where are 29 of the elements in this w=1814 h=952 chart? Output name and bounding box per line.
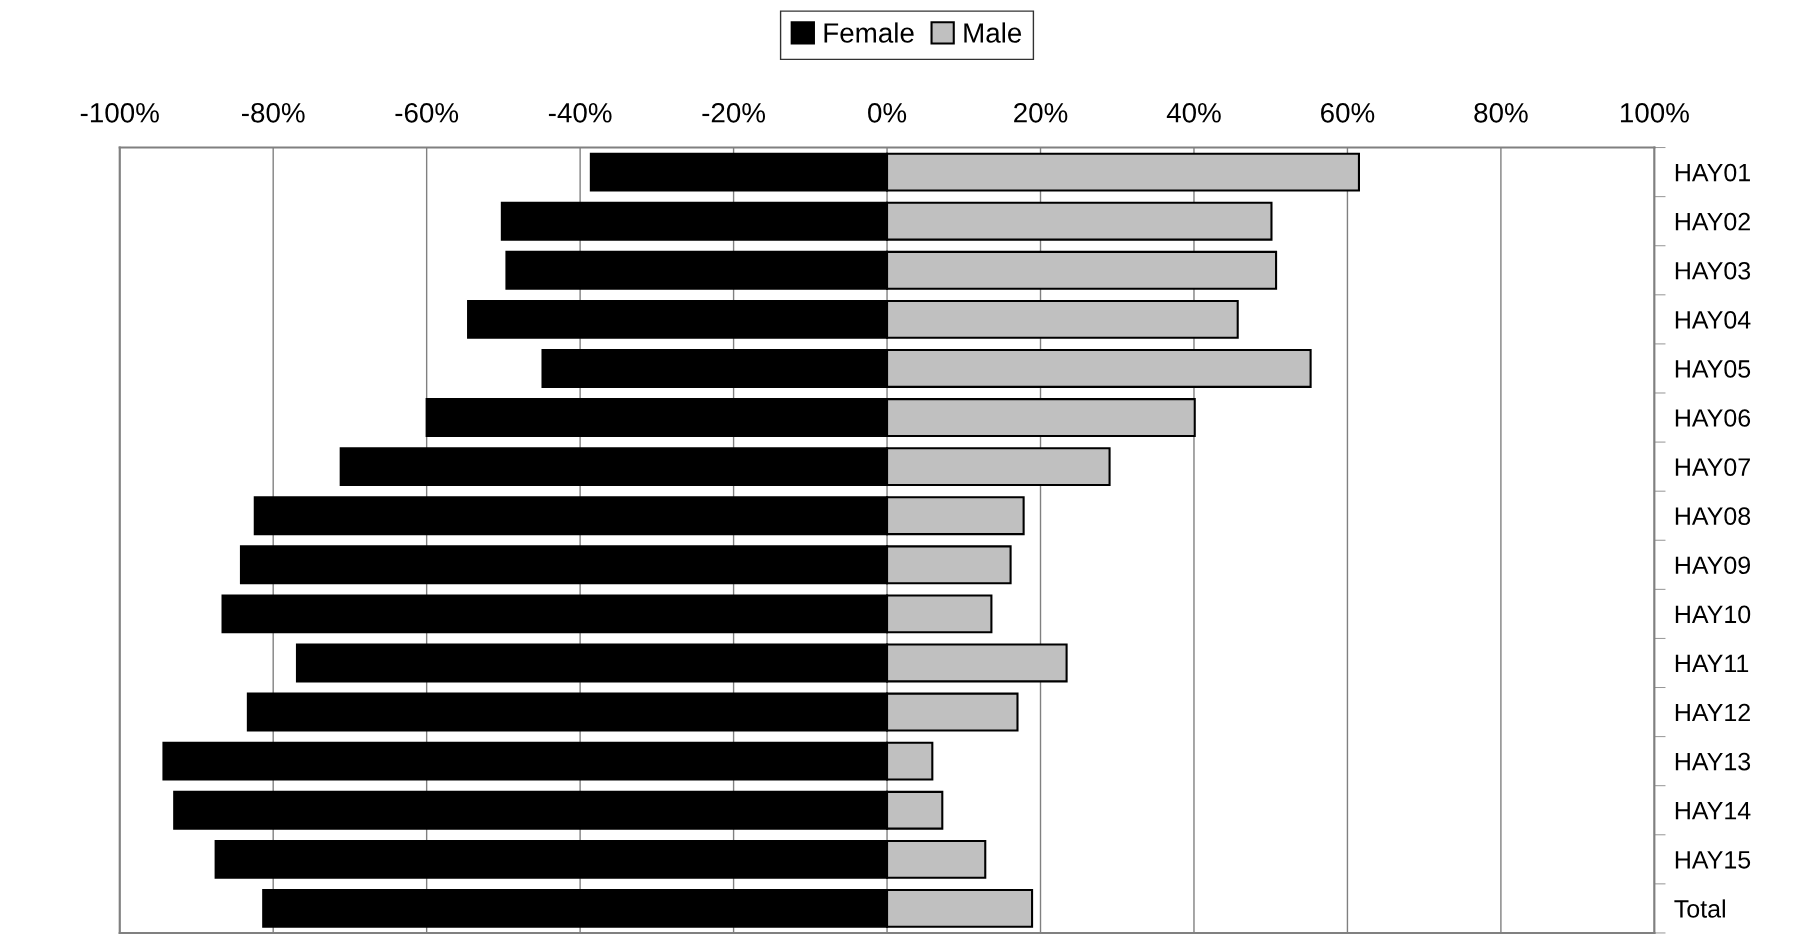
y-tick-label: HAY08	[1675, 507, 1751, 526]
y-tick-label: HAY09	[1675, 556, 1750, 575]
y-tick-label: HAY11	[1675, 654, 1749, 673]
y-tick-label: HAY15	[1675, 851, 1751, 869]
x-tick-label: -80%	[242, 102, 305, 123]
y-tick-label: HAY12	[1675, 703, 1750, 722]
x-tick-label: 40%	[1166, 102, 1221, 123]
y-tick-label: HAY13	[1675, 752, 1751, 771]
y-tick-label: HAY01	[1675, 163, 1750, 182]
y-tick-label: HAY14	[1675, 802, 1751, 820]
y-tick-label: HAY07	[1675, 458, 1750, 476]
x-tick-label: -100%	[80, 102, 159, 123]
y-tick-label: HAY05	[1675, 360, 1751, 378]
legend-label: Female	[824, 22, 914, 43]
x-tick-label: -20%	[702, 102, 766, 123]
legend-label: Male	[964, 22, 1022, 43]
y-tick-label: HAY02	[1675, 212, 1750, 231]
x-tick-label: 100%	[1620, 102, 1689, 123]
x-tick-label: 80%	[1474, 102, 1528, 123]
y-tick-label: HAY04	[1675, 310, 1751, 329]
y-tick-label: HAY03	[1675, 261, 1751, 280]
x-tick-label: 60%	[1321, 102, 1375, 123]
x-tick-label: 0%	[868, 102, 907, 123]
y-tick-label: HAY10	[1675, 605, 1751, 624]
y-tick-label: HAY06	[1675, 409, 1751, 427]
y-tick-label: Total	[1674, 899, 1725, 918]
x-tick-label: 20%	[1014, 102, 1068, 123]
x-tick-label: -60%	[395, 102, 459, 123]
x-tick-label: -40%	[548, 102, 612, 123]
